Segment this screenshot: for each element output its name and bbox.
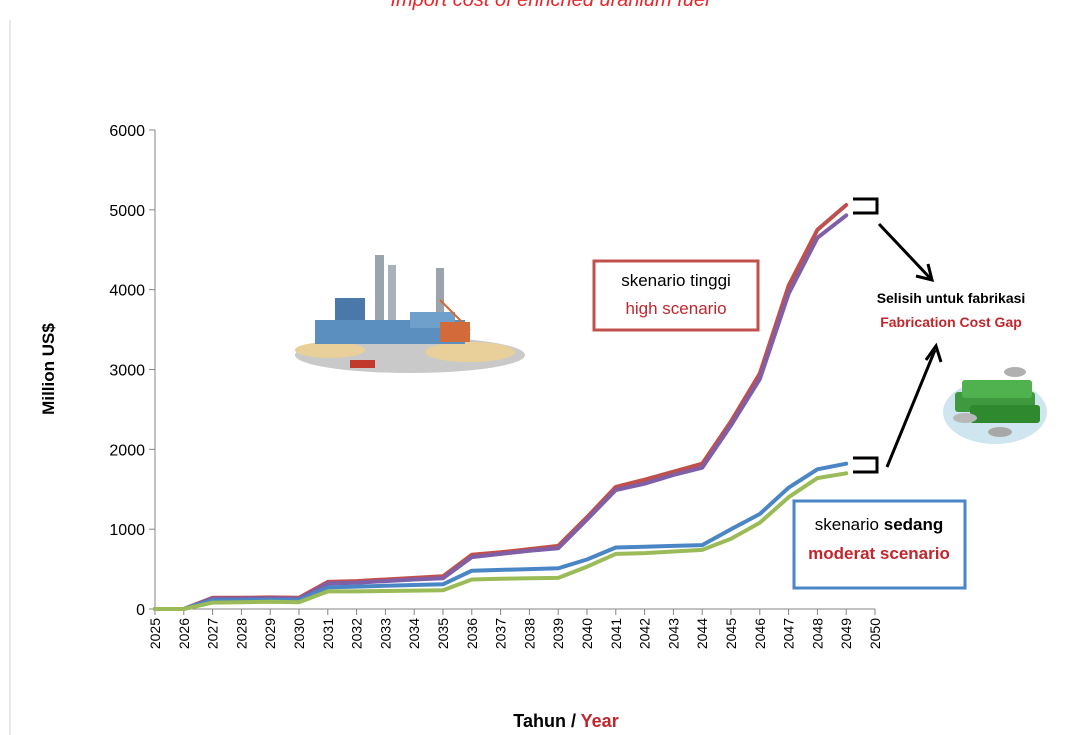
- x-tick-label: 2038: [521, 618, 537, 649]
- x-tick-label: 2033: [377, 618, 393, 649]
- annotation: high scenario: [625, 299, 726, 318]
- x-tick-label: 2037: [493, 618, 509, 649]
- x-label-id: Tahun: [513, 711, 566, 731]
- x-tick-label: 2026: [176, 618, 192, 649]
- y-tick-label: 5000: [109, 203, 145, 220]
- x-tick-label: 2049: [838, 618, 854, 649]
- annotation: skenario sedang: [815, 515, 944, 534]
- x-tick-label: 2041: [608, 618, 624, 649]
- factory-illustration: [295, 255, 525, 373]
- x-tick-label: 2030: [291, 618, 307, 649]
- x-tick-label: 2050: [867, 618, 883, 649]
- x-label-sep: /: [571, 711, 576, 731]
- x-tick-label: 2031: [320, 618, 336, 649]
- x-tick-label: 2039: [550, 618, 566, 649]
- y-axis-label: Million US$: [39, 323, 58, 415]
- high-scenario-box: [592, 259, 760, 332]
- y-tick-label: 4000: [109, 283, 145, 300]
- y-tick-label: 6000: [109, 123, 145, 140]
- chart-title: Import cost of enriched uranium fuel: [390, 0, 710, 11]
- annotation: skenario tinggi: [621, 271, 731, 290]
- x-tick-label: 2025: [147, 618, 163, 649]
- y-tick-label: 0: [136, 602, 145, 619]
- x-tick-label: 2036: [464, 618, 480, 649]
- plot-area: 0 1000 2000 3000 4000 5000 6000 2025 2026 2027 202…: [109, 123, 883, 649]
- gap-markers: [853, 197, 943, 474]
- series-line: [153, 461, 849, 611]
- x-tick-label: 2042: [637, 618, 653, 649]
- annotation-part: skenario: [815, 515, 879, 534]
- x-tick-label: 2032: [349, 618, 365, 649]
- x-tick-label: 2045: [723, 618, 739, 649]
- x-tick-label: 2046: [752, 618, 768, 649]
- annotation: moderat scenario: [808, 544, 950, 563]
- annotation: Selisih untuk fabrikasi: [877, 290, 1026, 306]
- moderate-scenario-box: [792, 499, 967, 590]
- x-tick-label: 2035: [435, 618, 451, 649]
- x-label-en: Year: [581, 711, 619, 731]
- x-tick-label: 2028: [233, 618, 249, 649]
- annotation-part: sedang: [884, 515, 944, 534]
- annotation: Fabrication Cost Gap: [880, 314, 1022, 330]
- x-tick-label: 2048: [809, 618, 825, 649]
- x-tick-label: 2044: [694, 618, 710, 649]
- y-tick-label: 1000: [109, 522, 145, 539]
- y-tick-label: 3000: [109, 363, 145, 380]
- x-tick-label: 2043: [665, 618, 681, 649]
- money-illustration: [943, 367, 1047, 444]
- x-tick-label: 2029: [262, 618, 278, 649]
- x-tick-label: 2040: [579, 618, 595, 649]
- x-tick-label: 2027: [205, 618, 221, 649]
- x-axis-label: Tahun / Year: [513, 711, 618, 731]
- y-tick-label: 2000: [109, 442, 145, 459]
- x-tick-label: 2034: [406, 618, 422, 649]
- series-line: [153, 471, 849, 611]
- x-tick-label: 2047: [781, 618, 797, 649]
